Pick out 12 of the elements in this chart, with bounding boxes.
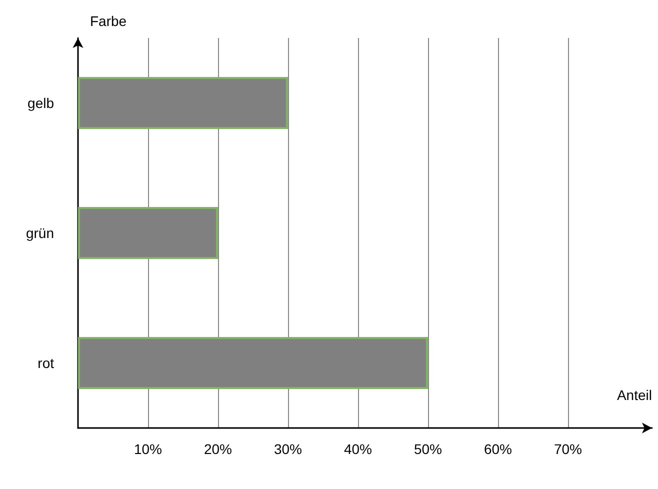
x-tick-label: 50% (414, 441, 442, 457)
y-tick-label: grün (26, 225, 54, 241)
x-tick-label: 40% (344, 441, 372, 457)
x-axis-title: Anteil (616, 387, 652, 403)
x-tick-label: 60% (484, 441, 512, 457)
y-tick-label: rot (38, 355, 54, 371)
y-axis-title: Farbe (90, 13, 127, 29)
x-tick-label: 30% (274, 441, 302, 457)
x-tick-label: 10% (134, 441, 162, 457)
y-tick-label: gelb (28, 95, 54, 111)
x-tick-label: 70% (554, 441, 582, 457)
x-tick-label: 20% (204, 441, 232, 457)
